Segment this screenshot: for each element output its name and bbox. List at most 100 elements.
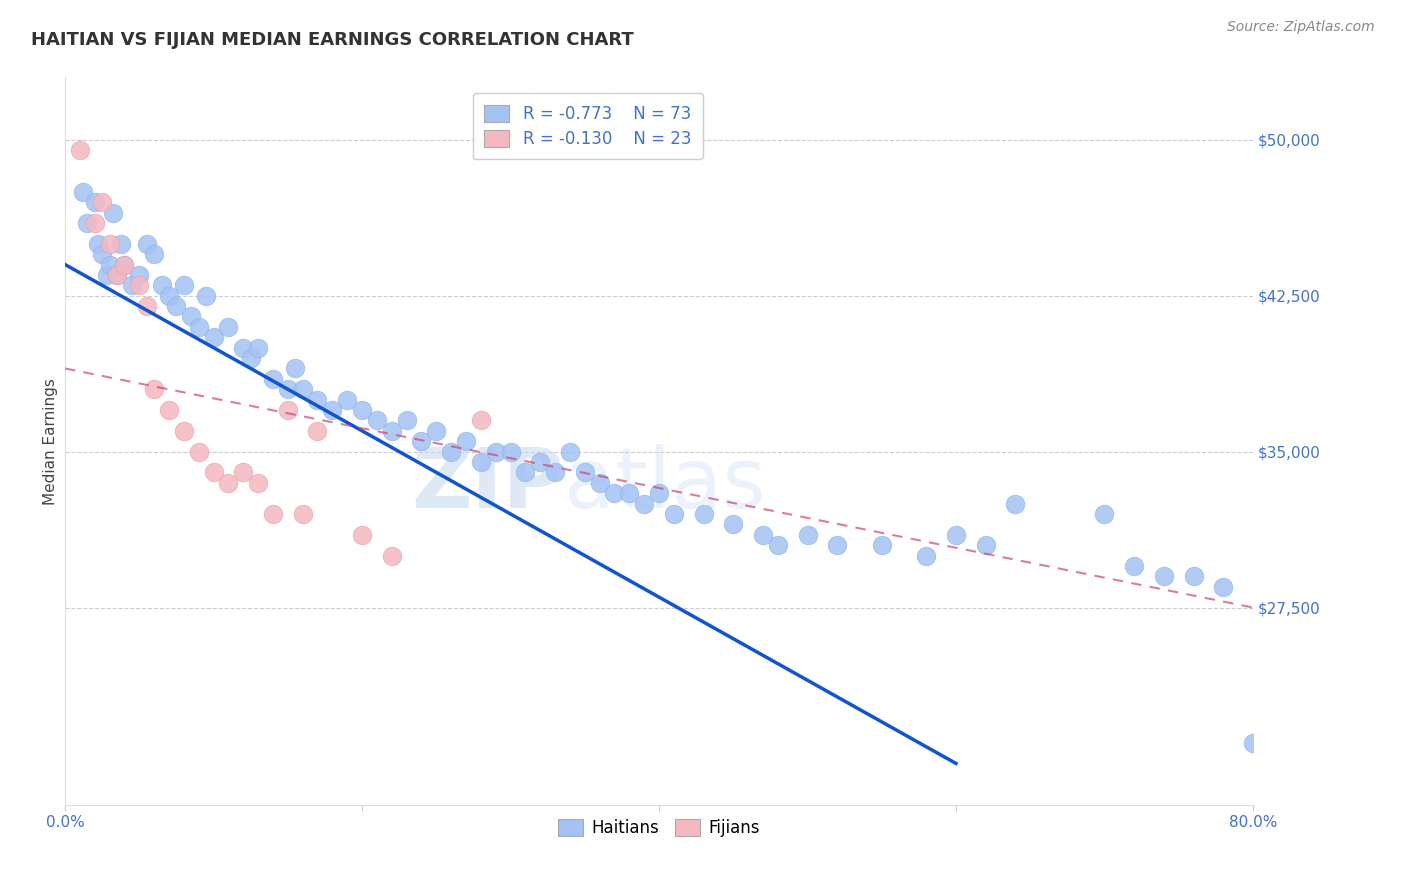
Point bbox=[723, 517, 745, 532]
Point bbox=[202, 466, 225, 480]
Point bbox=[128, 268, 150, 282]
Text: HAITIAN VS FIJIAN MEDIAN EARNINGS CORRELATION CHART: HAITIAN VS FIJIAN MEDIAN EARNINGS CORREL… bbox=[31, 31, 634, 49]
Point bbox=[1123, 558, 1146, 573]
Point bbox=[277, 382, 299, 396]
Point bbox=[76, 216, 98, 230]
Point bbox=[648, 486, 671, 500]
Point bbox=[974, 538, 997, 552]
Point bbox=[157, 289, 180, 303]
Point bbox=[870, 538, 893, 552]
Point bbox=[291, 382, 314, 396]
Point bbox=[454, 434, 477, 449]
Point bbox=[307, 424, 329, 438]
Point bbox=[381, 424, 404, 438]
Point bbox=[91, 195, 114, 210]
Point bbox=[603, 486, 626, 500]
Point bbox=[574, 466, 596, 480]
Point bbox=[1241, 736, 1264, 750]
Point bbox=[217, 319, 239, 334]
Point bbox=[307, 392, 329, 407]
Point bbox=[825, 538, 848, 552]
Point bbox=[83, 195, 105, 210]
Point bbox=[411, 434, 433, 449]
Point bbox=[619, 486, 641, 500]
Point bbox=[1153, 569, 1175, 583]
Point bbox=[1004, 497, 1026, 511]
Point bbox=[350, 528, 373, 542]
Point bbox=[1212, 580, 1234, 594]
Point bbox=[350, 403, 373, 417]
Point bbox=[515, 466, 537, 480]
Point bbox=[150, 278, 173, 293]
Point bbox=[470, 413, 492, 427]
Point bbox=[262, 507, 284, 521]
Point bbox=[277, 403, 299, 417]
Y-axis label: Median Earnings: Median Earnings bbox=[44, 378, 58, 505]
Point bbox=[499, 444, 522, 458]
Point bbox=[485, 444, 508, 458]
Point bbox=[135, 299, 157, 313]
Point bbox=[217, 475, 239, 490]
Point bbox=[128, 278, 150, 293]
Point bbox=[121, 278, 143, 293]
Point bbox=[157, 403, 180, 417]
Point bbox=[143, 247, 166, 261]
Point bbox=[425, 424, 447, 438]
Point bbox=[173, 424, 195, 438]
Text: atlas: atlas bbox=[564, 444, 766, 525]
Point bbox=[105, 268, 128, 282]
Text: ZIP: ZIP bbox=[412, 444, 564, 525]
Point bbox=[395, 413, 418, 427]
Point bbox=[83, 216, 105, 230]
Point bbox=[558, 444, 581, 458]
Point bbox=[262, 372, 284, 386]
Point bbox=[336, 392, 359, 407]
Point bbox=[1094, 507, 1116, 521]
Point bbox=[98, 236, 121, 251]
Point bbox=[752, 528, 775, 542]
Point bbox=[91, 247, 114, 261]
Point bbox=[381, 549, 404, 563]
Point bbox=[72, 185, 94, 199]
Point bbox=[544, 466, 567, 480]
Point bbox=[101, 205, 124, 219]
Point bbox=[87, 236, 110, 251]
Point bbox=[187, 319, 209, 334]
Point bbox=[187, 444, 209, 458]
Point bbox=[232, 341, 254, 355]
Point bbox=[440, 444, 463, 458]
Point bbox=[321, 403, 343, 417]
Point bbox=[110, 236, 132, 251]
Point bbox=[945, 528, 967, 542]
Point bbox=[1182, 569, 1205, 583]
Point bbox=[202, 330, 225, 344]
Point bbox=[105, 268, 128, 282]
Point bbox=[662, 507, 685, 521]
Point bbox=[692, 507, 714, 521]
Point bbox=[239, 351, 262, 365]
Point bbox=[588, 475, 610, 490]
Point bbox=[69, 143, 91, 157]
Point bbox=[247, 341, 270, 355]
Point bbox=[915, 549, 938, 563]
Point bbox=[796, 528, 818, 542]
Point bbox=[366, 413, 388, 427]
Point bbox=[284, 361, 307, 376]
Point bbox=[173, 278, 195, 293]
Point bbox=[470, 455, 492, 469]
Point bbox=[195, 289, 218, 303]
Point bbox=[291, 507, 314, 521]
Text: Source: ZipAtlas.com: Source: ZipAtlas.com bbox=[1227, 20, 1375, 34]
Point bbox=[529, 455, 551, 469]
Point bbox=[143, 382, 166, 396]
Point bbox=[135, 236, 157, 251]
Point bbox=[98, 258, 121, 272]
Point bbox=[766, 538, 789, 552]
Point bbox=[247, 475, 270, 490]
Point bbox=[180, 310, 202, 324]
Point bbox=[232, 466, 254, 480]
Point bbox=[114, 258, 136, 272]
Point bbox=[96, 268, 118, 282]
Point bbox=[114, 258, 136, 272]
Point bbox=[165, 299, 187, 313]
